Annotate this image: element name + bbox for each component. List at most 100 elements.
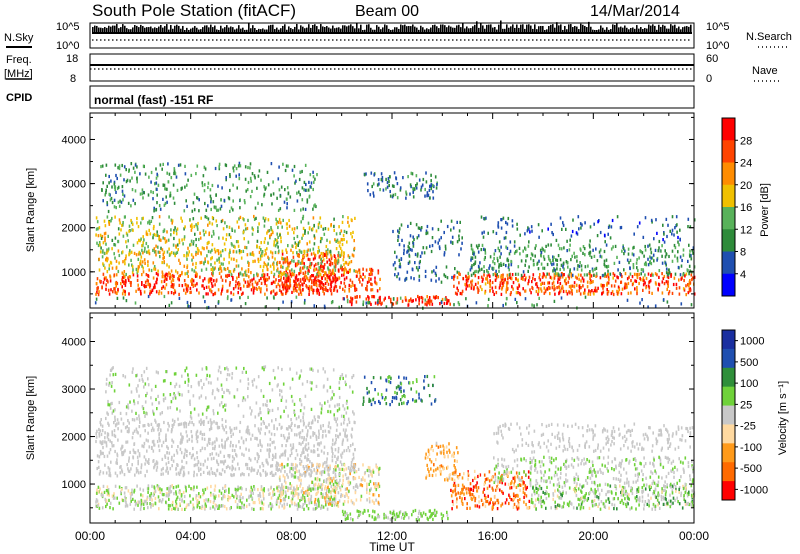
data-cell xyxy=(304,298,306,303)
data-cell xyxy=(293,174,295,178)
data-cell xyxy=(467,279,469,283)
noise-bar xyxy=(532,28,534,33)
data-cell xyxy=(203,491,205,495)
data-cell xyxy=(156,172,158,176)
data-cell xyxy=(505,220,507,225)
data-cell xyxy=(301,198,304,202)
data-cell xyxy=(179,163,182,167)
data-cell xyxy=(222,486,224,490)
data-cell xyxy=(145,230,148,234)
data-cell xyxy=(328,488,330,492)
data-cell xyxy=(171,219,174,223)
data-cell xyxy=(148,458,150,462)
data-cell xyxy=(409,299,411,303)
data-cell xyxy=(205,504,207,508)
data-cell xyxy=(427,193,430,197)
data-cell xyxy=(286,250,288,254)
data-cell xyxy=(661,272,663,276)
data-cell xyxy=(664,249,666,253)
data-cell xyxy=(245,246,248,250)
data-cell xyxy=(559,281,562,286)
data-cell xyxy=(641,298,643,302)
data-cell xyxy=(294,475,297,479)
data-cell xyxy=(208,240,210,244)
data-cell xyxy=(314,482,317,486)
data-cell xyxy=(414,252,417,257)
data-cell xyxy=(336,457,338,461)
data-cell xyxy=(205,215,208,219)
data-cell xyxy=(219,460,222,464)
data-cell xyxy=(496,256,499,260)
data-cell xyxy=(220,491,223,495)
data-cell xyxy=(214,261,216,265)
data-cell xyxy=(434,175,437,179)
data-cell xyxy=(203,262,205,266)
data-cell xyxy=(407,224,409,228)
data-cell xyxy=(360,478,363,482)
data-cell xyxy=(458,272,460,276)
data-cell xyxy=(161,270,164,274)
noise-bar xyxy=(356,23,358,33)
data-cell xyxy=(309,498,312,502)
data-cell xyxy=(412,244,415,248)
data-cell xyxy=(324,272,326,276)
data-cell xyxy=(396,275,398,279)
data-cell xyxy=(194,232,196,236)
data-cell xyxy=(308,195,311,199)
data-cell xyxy=(369,479,372,484)
data-cell xyxy=(310,500,313,505)
data-cell xyxy=(173,419,176,424)
data-cell xyxy=(302,465,305,469)
data-cell xyxy=(315,204,317,209)
data-cell xyxy=(137,431,139,435)
data-cell xyxy=(168,215,170,219)
data-cell xyxy=(218,494,220,498)
data-cell xyxy=(165,494,168,498)
data-cell xyxy=(138,500,140,504)
data-cell xyxy=(252,291,255,295)
data-cell xyxy=(258,250,261,254)
data-cell xyxy=(597,220,599,224)
data-cell xyxy=(531,253,534,257)
data-cell xyxy=(149,497,151,501)
data-cell xyxy=(233,457,235,461)
data-cell xyxy=(335,478,338,483)
data-cell xyxy=(618,287,621,292)
data-cell xyxy=(602,290,605,294)
data-cell xyxy=(353,239,355,243)
data-cell xyxy=(552,262,555,266)
data-cell xyxy=(650,218,653,222)
data-cell xyxy=(667,223,669,227)
data-cell xyxy=(105,283,107,287)
data-cell xyxy=(147,260,149,264)
data-cell xyxy=(284,476,286,480)
data-cell xyxy=(163,260,165,264)
data-cell xyxy=(610,225,613,229)
data-cell xyxy=(225,163,228,168)
data-cell xyxy=(139,252,142,256)
data-cell xyxy=(334,268,337,272)
data-cell xyxy=(129,280,132,285)
data-cell xyxy=(440,219,442,223)
data-cell xyxy=(148,249,150,253)
data-cell xyxy=(360,483,362,487)
data-cell xyxy=(296,289,298,293)
data-cell xyxy=(334,497,337,501)
data-cell xyxy=(223,257,225,261)
noise-tick-high-right: 10^5 xyxy=(706,21,730,33)
noise-panel: N.Sky 10^5 10^0 10^5 10^0 N.Search xyxy=(4,20,792,52)
data-cell xyxy=(153,485,155,489)
data-cell xyxy=(267,218,270,222)
data-cell xyxy=(127,489,130,493)
data-cell xyxy=(297,260,300,264)
noise-bar xyxy=(154,27,156,33)
data-cell xyxy=(125,503,128,507)
data-cell xyxy=(543,286,546,290)
data-cell xyxy=(569,270,571,274)
data-cell xyxy=(348,283,351,287)
data-cell xyxy=(426,300,428,304)
data-cell xyxy=(153,490,156,494)
data-cell xyxy=(122,452,125,456)
noise-bar xyxy=(370,27,372,33)
data-cell xyxy=(212,505,214,509)
